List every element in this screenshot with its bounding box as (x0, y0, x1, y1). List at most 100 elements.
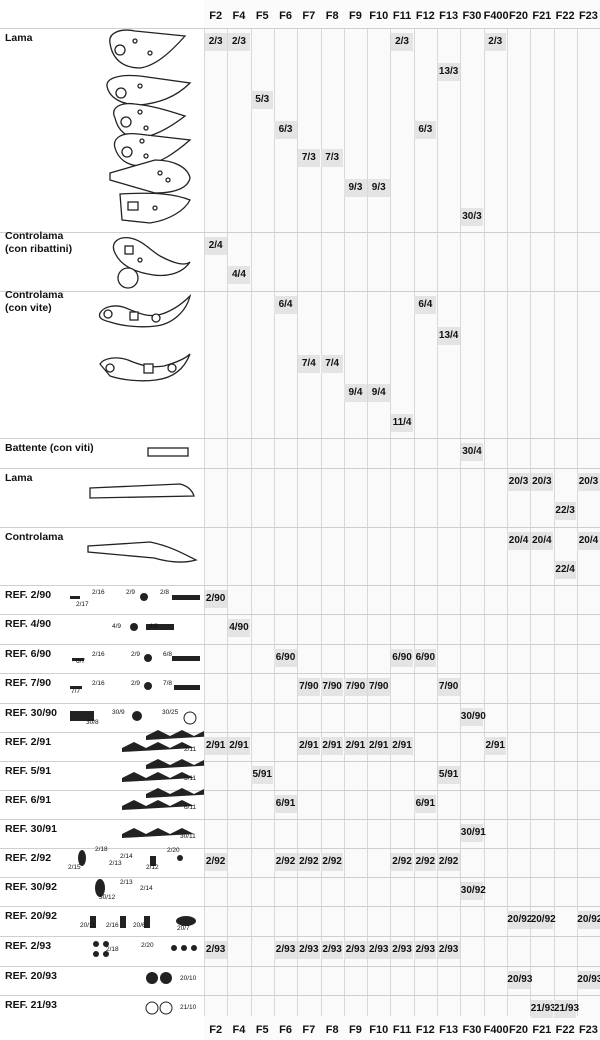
part-number-label: 6/11 (184, 804, 197, 811)
washer-icon (159, 1001, 173, 1015)
row-divider (0, 527, 600, 528)
compatibility-cell: 6/90 (414, 649, 437, 667)
column-header-f2: F2 (209, 1024, 223, 1036)
spring-icon (122, 742, 194, 752)
nut-icon (144, 682, 152, 690)
compatibility-cell: 11/4 (390, 414, 414, 432)
row-divider (0, 673, 600, 674)
compatibility-cell: 2/93 (437, 941, 460, 959)
part-number-label: 20/10 (180, 975, 197, 982)
compatibility-cell: 4/4 (227, 266, 251, 284)
row-label: REF. 2/93 (5, 940, 52, 952)
washer-icon (176, 916, 196, 926)
bolt-icon (70, 686, 82, 689)
part-number-label: 30/11 (180, 833, 196, 840)
bolt-icon (72, 658, 84, 661)
spring-icon (78, 850, 86, 866)
column-divider (343, 28, 345, 1016)
part-number-label: 2/11 (184, 746, 197, 753)
row-divider (0, 819, 600, 820)
bolt-icon (172, 656, 200, 661)
part-number-label: 7/8 (163, 680, 173, 687)
row-label: REF. 20/92 (5, 910, 57, 922)
compatibility-cell: 20/4 (530, 532, 553, 550)
column-divider (297, 28, 299, 1016)
part-number-label: 2/9 (126, 589, 136, 596)
row-divider (0, 232, 600, 233)
column-divider (530, 28, 532, 1016)
compatibility-cell: 7/90 (321, 678, 344, 696)
blade-icon (106, 74, 192, 106)
row-divider (0, 732, 600, 733)
blade-icon (113, 132, 192, 167)
part-number-label: 2/9 (131, 680, 141, 687)
column-header-f4: F4 (232, 1024, 246, 1036)
compatibility-cell: 5/91 (437, 766, 460, 784)
part-number-label: 21/10 (180, 1004, 197, 1011)
row-divider (0, 438, 600, 439)
compatibility-cell: 21/93 (530, 1000, 556, 1018)
compatibility-cell: 5/91 (251, 766, 274, 784)
blade-icon (109, 159, 191, 194)
compatibility-cell: 2/91 (297, 737, 320, 755)
row-divider (0, 790, 600, 791)
washer-icon (160, 972, 172, 984)
compatibility-cell: 20/92 (530, 911, 556, 929)
part-number-label: 4/9 (112, 623, 122, 630)
part-number-label: 2/14 (120, 853, 133, 860)
column-divider (273, 28, 275, 1016)
blade-icon (89, 483, 195, 499)
compatibility-cell: 30/91 (460, 824, 486, 842)
compatibility-cell: 9/4 (344, 384, 367, 402)
compatibility-cell: 7/3 (321, 149, 344, 167)
compatibility-cell: 2/93 (414, 941, 437, 959)
compatibility-cell: 2/91 (367, 737, 390, 755)
column-header-f13: F13 (439, 1024, 459, 1036)
column-divider (413, 28, 415, 1016)
compatibility-cell: 2/3 (484, 33, 507, 51)
compatibility-cell: 20/93 (577, 971, 600, 989)
part-number-label: 4/8 (149, 623, 159, 630)
column-header-f10: F10 (369, 1024, 389, 1036)
column-header-f22: F22 (555, 10, 575, 22)
compatibility-cell: 4/90 (227, 619, 251, 637)
compatibility-cell: 2/92 (321, 853, 344, 871)
compatibility-cell: 7/4 (321, 355, 344, 373)
nut-icon (177, 855, 183, 861)
column-header-f21: F21 (532, 1024, 552, 1036)
compatibility-cell: 2/93 (274, 941, 297, 959)
column-header-f20: F20 (509, 10, 529, 22)
compatibility-cell: 2/3 (204, 33, 227, 51)
part-number-label: 30/8 (86, 719, 99, 726)
column-divider (553, 28, 555, 1016)
compatibility-cell: 30/92 (460, 882, 486, 900)
part-number-label: 5/11 (184, 775, 197, 782)
column-header-f9: F9 (349, 10, 362, 22)
nut-icon (140, 593, 148, 601)
compatibility-cell: 9/3 (344, 179, 367, 197)
washer-icon (146, 972, 158, 984)
part-number-label: 2/20 (141, 942, 154, 949)
compatibility-cell: 2/91 (484, 737, 507, 755)
part-number-label: 20/11 (80, 922, 96, 929)
column-header-f6: F6 (279, 10, 292, 22)
compatibility-cell: 2/93 (297, 941, 320, 959)
compatibility-cell: 20/93 (507, 971, 532, 989)
washer-icon (183, 711, 197, 725)
column-divider (250, 28, 252, 1016)
column-divider (320, 28, 322, 1016)
compatibility-cell: 2/91 (321, 737, 344, 755)
column-header-f23: F23 (578, 10, 598, 22)
column-header-f8: F8 (325, 1024, 339, 1036)
compatibility-cell: 30/3 (460, 208, 484, 226)
column-header-f20: F20 (509, 1024, 529, 1036)
compatibility-cell: 2/91 (344, 737, 367, 755)
bolt-icon (174, 685, 200, 690)
row-label: REF. 30/90 (5, 707, 57, 719)
column-header-f30: F30 (462, 1024, 482, 1036)
compatibility-cell: 6/91 (274, 795, 297, 813)
row-label: REF. 7/90 (5, 677, 52, 689)
part-number-label: 30/12 (99, 894, 116, 901)
compatibility-cell: 2/91 (204, 737, 227, 755)
part-number-label: 2/9 (131, 651, 141, 658)
